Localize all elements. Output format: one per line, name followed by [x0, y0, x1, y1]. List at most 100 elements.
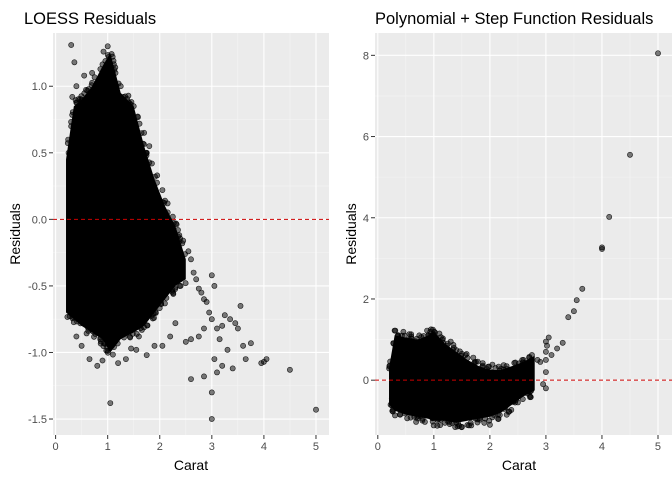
loess-data-point [286, 366, 293, 373]
polynomial-data-point [543, 348, 549, 355]
loess-data-point [105, 349, 111, 356]
polynomial-x-tick-label: 4 [599, 441, 605, 453]
loess-data-point [134, 113, 141, 120]
loess-data-point [105, 54, 112, 60]
loess-x-tick-label: 3 [209, 441, 215, 453]
polynomial-data-point [388, 395, 395, 402]
polynomial-data-point [565, 314, 572, 321]
loess-data-point [97, 66, 104, 72]
polynomial-data-point [425, 332, 432, 338]
loess-data-point [214, 369, 220, 376]
loess-data-point [198, 289, 205, 296]
loess-data-point [182, 280, 189, 287]
loess-data-point [208, 272, 215, 279]
polynomial-data-point [573, 297, 580, 304]
loess-y-tick-label: -1.5 [28, 414, 47, 426]
loess-data-point [169, 213, 176, 220]
loess-data-point [125, 99, 132, 106]
loess-data-point [138, 326, 145, 333]
loess-data-point [175, 233, 181, 240]
polynomial-data-point [489, 414, 496, 421]
polynomial-data-point [500, 366, 507, 373]
loess-x-axis-title: Carat [174, 457, 208, 473]
loess-data-point [89, 79, 95, 86]
polynomial-data-point [419, 415, 426, 422]
loess-data-point [110, 351, 116, 358]
polynomial-data-point [402, 410, 408, 417]
loess-data-point [177, 282, 184, 289]
loess-dense-point-mass [66, 52, 186, 353]
loess-data-point [117, 83, 124, 90]
polynomial-data-point [579, 285, 586, 292]
loess-data-point [86, 356, 93, 362]
polynomial-data-point [487, 368, 494, 375]
loess-x-tick-label: 2 [157, 441, 163, 453]
loess-data-point [234, 325, 241, 332]
polynomial-data-point [458, 350, 465, 357]
loess-data-point [81, 72, 88, 79]
loess-data-point [100, 48, 107, 55]
loess-data-point [161, 300, 168, 307]
polynomial-data-point [428, 326, 434, 333]
loess-data-point [221, 312, 228, 319]
loess-data-point [201, 325, 207, 332]
loess-data-point [73, 333, 80, 340]
polynomial-data-point [477, 415, 483, 421]
loess-data-point [99, 357, 106, 364]
loess-data-point [68, 42, 75, 48]
loess-data-point [125, 92, 132, 99]
loess-data-point [66, 313, 73, 320]
polynomial-data-point [420, 333, 427, 339]
loess-x-axis: 0 1 2 3 4 5 [53, 435, 319, 453]
loess-data-point [190, 269, 197, 276]
loess-data-point [211, 282, 218, 289]
polynomial-data-point [391, 327, 398, 334]
polynomial-data-point [386, 365, 392, 372]
loess-data-point [135, 136, 142, 143]
loess-data-point [206, 309, 213, 316]
polynomial-data-point [414, 415, 421, 422]
loess-data-point [195, 285, 202, 292]
polynomial-data-point [502, 404, 509, 411]
polynomial-y-tick-label: 8 [363, 50, 369, 62]
loess-data-point [164, 209, 171, 216]
polynomial-y-axis: 0 2 4 6 8 [363, 50, 375, 387]
loess-chart-title: LOESS Residuals [24, 10, 156, 28]
polynomial-data-point [390, 340, 397, 347]
polynomial-data-point [387, 358, 394, 365]
loess-data-point [175, 227, 181, 233]
polynomial-data-point [492, 365, 499, 371]
loess-data-point [143, 352, 150, 358]
loess-data-point [247, 340, 254, 347]
loess-data-point [78, 96, 85, 103]
loess-data-point [156, 296, 163, 303]
loess-data-point [148, 160, 155, 167]
loess-data-point [144, 322, 151, 329]
loess-data-point [159, 342, 166, 349]
polynomial-dense-points [386, 326, 535, 431]
polynomial-data-point [512, 399, 518, 406]
polynomial-data-point [627, 151, 633, 158]
loess-data-point [107, 400, 114, 406]
loess-data-point [208, 316, 215, 323]
loess-data-point [69, 109, 76, 115]
polynomial-data-point [517, 389, 524, 396]
loess-x-tick-label: 1 [105, 441, 111, 453]
loess-data-point [81, 312, 88, 319]
polynomial-data-point [655, 50, 661, 57]
loess-data-point [67, 282, 74, 289]
polynomial-data-point [520, 356, 527, 363]
polynomial-data-point [606, 213, 613, 220]
polynomial-data-point [599, 246, 605, 252]
loess-data-point [111, 344, 117, 350]
polynomial-data-point [543, 356, 549, 363]
loess-data-point [94, 362, 101, 369]
loess-data-point [232, 320, 239, 327]
loess-data-point [65, 136, 72, 143]
polynomial-y-axis-title: Residuals [343, 203, 359, 264]
loess-data-point [188, 256, 194, 263]
loess-data-point [216, 336, 223, 343]
loess-data-point [313, 406, 319, 413]
loess-data-point [83, 99, 90, 106]
